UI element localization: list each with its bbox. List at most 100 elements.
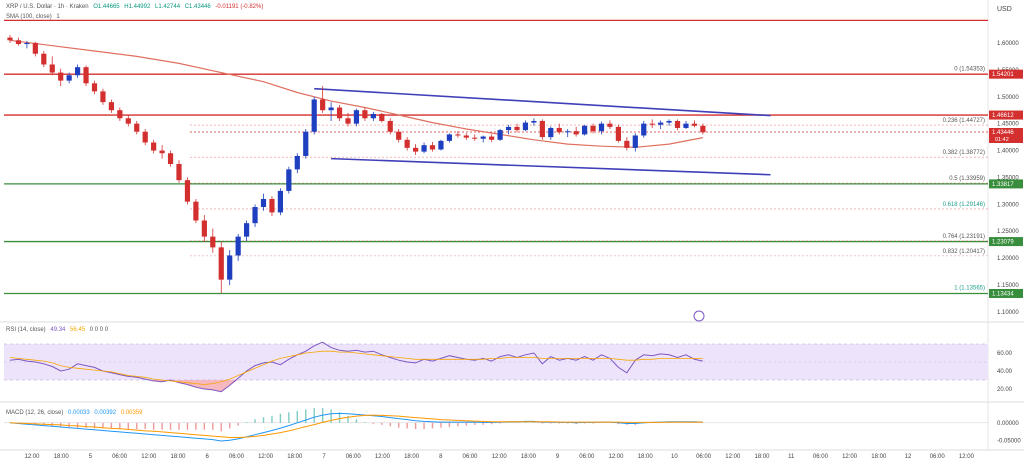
- candle-body: [134, 123, 140, 132]
- price-tick-label: 1.10000: [997, 310, 1019, 316]
- high-value: H1.44992: [124, 4, 151, 10]
- candle-body: [658, 122, 664, 125]
- rsi-extra: 0 0 0 0: [89, 327, 109, 333]
- candle-body: [455, 134, 461, 136]
- price-tick-label: 1.15000: [997, 283, 1019, 289]
- macd-label[interactable]: MACD (12, 26, close): [6, 410, 64, 416]
- currency-label: USD: [997, 6, 1012, 13]
- candle-body: [24, 42, 30, 45]
- candle-body: [201, 220, 207, 237]
- sma-value: 1: [56, 14, 60, 20]
- candle-body: [683, 123, 689, 128]
- candle-body: [514, 126, 520, 131]
- symbol-name[interactable]: XRP / U.S. Dollar · 1h · Kraken: [6, 4, 89, 10]
- price-tick-label: 1.45000: [997, 122, 1019, 128]
- time-axis-label: 18:00: [404, 454, 420, 460]
- candle-body: [438, 140, 444, 150]
- candle-body: [286, 169, 292, 191]
- change-value: -0.01191 (-0.82%): [215, 4, 264, 10]
- candle-body: [404, 139, 410, 148]
- rsi-oversold-fill: [10, 380, 703, 392]
- candle-body: [176, 164, 182, 181]
- fib-level-label: 0 (1.54353): [954, 66, 985, 72]
- rsi-ma-value: 56.45: [70, 327, 86, 333]
- time-axis-label: 18:00: [287, 454, 303, 460]
- candle-body: [480, 136, 486, 139]
- price-tick-label: 1.40000: [997, 149, 1019, 155]
- candle-body: [260, 198, 267, 208]
- candle-body: [362, 110, 368, 119]
- candle-body: [227, 255, 233, 280]
- candle-body: [108, 102, 114, 111]
- candle-body: [117, 110, 123, 119]
- price-tick-label: 1.25000: [997, 229, 1019, 235]
- time-axis-label: 06:00: [696, 454, 712, 460]
- macd-value-1: 0.00033: [68, 410, 90, 416]
- time-axis-label: 12:00: [492, 454, 508, 460]
- price-tick-label: 1.20000: [997, 256, 1019, 262]
- candle-body: [413, 147, 419, 152]
- candle-body: [598, 123, 605, 132]
- rsi-label[interactable]: RSI (14, close): [6, 327, 46, 333]
- candle-body: [328, 107, 334, 111]
- candle-body: [472, 137, 478, 139]
- time-axis-label: 18:00: [170, 454, 186, 460]
- macd-value-2: 0.00392: [94, 410, 117, 416]
- candle-body: [91, 83, 98, 92]
- candle-body: [590, 125, 596, 132]
- candle-body: [252, 207, 258, 224]
- time-axis-label: 06:00: [579, 454, 595, 460]
- time-axis-label: 12: [905, 454, 912, 460]
- candle-body: [320, 99, 326, 111]
- time-axis-label: 12:00: [608, 454, 624, 460]
- rsi-ma-line: [9, 350, 703, 385]
- sma-100-line: [9, 39, 704, 148]
- fib-level-label: 0.382 (1.38772): [943, 150, 985, 156]
- time-axis-label: 10: [671, 454, 678, 460]
- candle-body: [446, 134, 452, 141]
- candle-body: [167, 153, 174, 164]
- price-label-text: 1.13434: [992, 291, 1014, 297]
- time-axis-label: 06:00: [930, 454, 946, 460]
- replay-marker-icon: [693, 310, 705, 322]
- candle-body: [548, 127, 554, 138]
- low-value: L1.42744: [155, 4, 181, 10]
- time-axis-label: 5: [89, 454, 93, 460]
- candle-body: [83, 67, 89, 84]
- sma-label[interactable]: SMA (100, close): [6, 14, 52, 20]
- fib-level-label: 0.618 (1.29146): [943, 202, 985, 208]
- candle-body: [556, 127, 562, 133]
- candle-body: [573, 131, 579, 135]
- candle-body: [522, 122, 529, 131]
- candle-body: [700, 125, 706, 133]
- candle-body: [125, 118, 131, 124]
- candle-body: [497, 130, 503, 140]
- time-axis-label: 18:00: [521, 454, 537, 460]
- time-axis-label: 18:00: [871, 454, 887, 460]
- time-axis-label: 06:00: [112, 454, 128, 460]
- candle-body: [396, 131, 402, 140]
- close-value: C1.43446: [184, 4, 211, 10]
- candle-body: [674, 120, 681, 128]
- candle-body: [32, 42, 38, 54]
- fib-level-label: 0.236 (1.44727): [943, 118, 985, 124]
- candle-body: [244, 223, 250, 237]
- candle-body: [429, 145, 436, 150]
- candle-body: [66, 75, 72, 81]
- fib-level-label: 1 (1.13565): [954, 286, 985, 292]
- candle-body: [539, 120, 545, 138]
- candle-body: [100, 91, 106, 103]
- rsi-line: [9, 341, 704, 393]
- price-label-text: 1.33817: [992, 182, 1014, 188]
- fib-level-label: 0.764 (1.23191): [943, 234, 985, 240]
- candle-body: [269, 198, 275, 213]
- time-axis-label: 12:00: [258, 454, 274, 460]
- candle-body: [489, 136, 495, 140]
- candle-body: [353, 110, 360, 124]
- time-axis-label: 12:00: [141, 454, 157, 460]
- macd-tick-label: 0.00000: [997, 421, 1019, 427]
- candle-body: [624, 140, 630, 148]
- open-value: O1.44665: [93, 4, 120, 10]
